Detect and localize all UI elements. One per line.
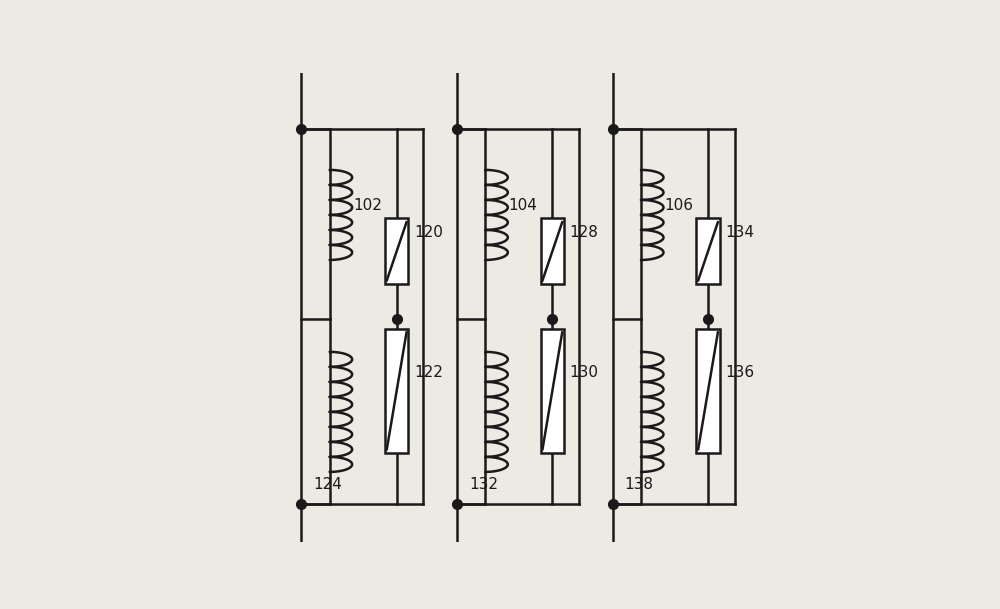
Bar <box>541 219 564 284</box>
Bar <box>385 329 408 453</box>
Text: 106: 106 <box>664 198 693 213</box>
Text: 130: 130 <box>570 365 599 379</box>
Text: 122: 122 <box>414 365 443 379</box>
Text: 120: 120 <box>414 225 443 240</box>
Text: 102: 102 <box>353 198 382 213</box>
Bar <box>541 329 564 453</box>
Text: 132: 132 <box>469 477 498 491</box>
Bar <box>696 329 720 453</box>
Text: 128: 128 <box>570 225 599 240</box>
Bar <box>385 219 408 284</box>
Text: 136: 136 <box>725 365 755 379</box>
Text: 124: 124 <box>313 477 342 491</box>
Text: 138: 138 <box>625 477 654 491</box>
Bar <box>696 219 720 284</box>
Text: 104: 104 <box>509 198 538 213</box>
Text: 134: 134 <box>725 225 754 240</box>
